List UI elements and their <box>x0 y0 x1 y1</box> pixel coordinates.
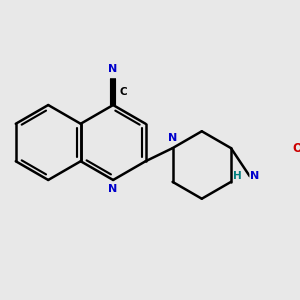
Text: N: N <box>109 184 118 194</box>
Text: O: O <box>293 142 300 154</box>
Text: N: N <box>109 64 118 74</box>
Text: N: N <box>168 133 177 142</box>
Text: N: N <box>250 171 259 181</box>
Text: C: C <box>120 87 127 97</box>
Text: H: H <box>233 171 242 181</box>
